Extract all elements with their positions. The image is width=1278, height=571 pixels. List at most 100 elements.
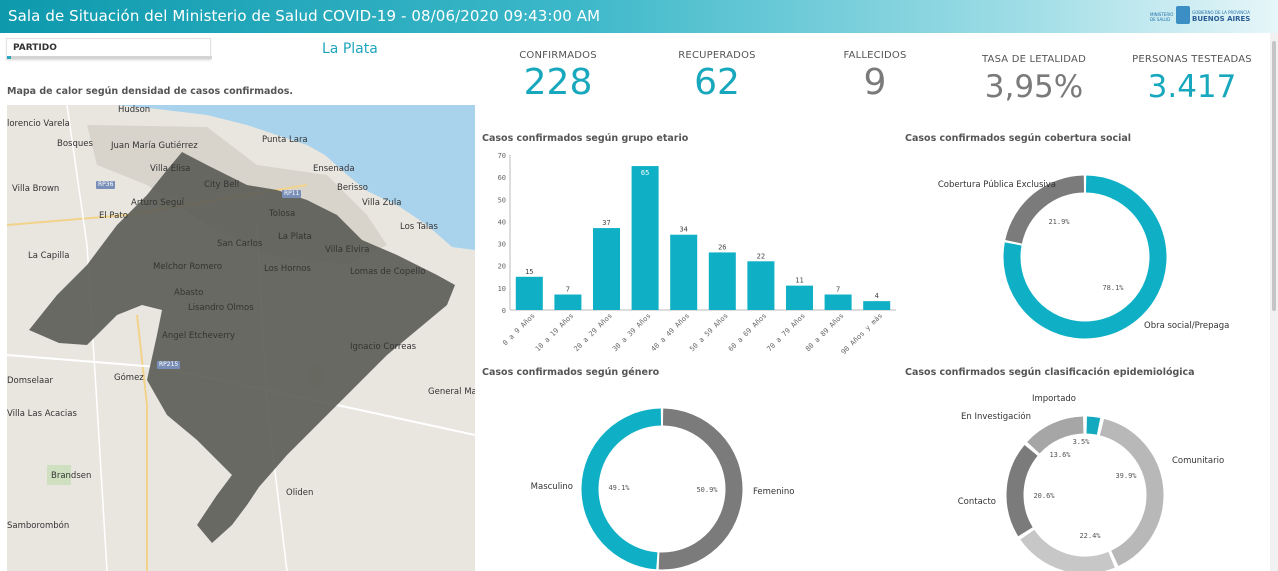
donut-segment <box>1020 529 1115 571</box>
header-bar: Sala de Situación del Ministerio de Salu… <box>0 0 1278 33</box>
coverage-chart-title: Casos confirmados según cobertura social <box>905 133 1132 144</box>
map-label-tolosa: Tolosa <box>269 209 296 219</box>
map-label-gomez: Gómez <box>114 373 144 383</box>
map-label-villa-las-acacias: Villa Las Acacias <box>7 409 77 419</box>
coverage-donut-chart: 78.1% 21.9% Cobertura Pública Exclusiva Obr… <box>938 175 1229 339</box>
bar-value-label: 37 <box>602 219 610 227</box>
bar-value-label: 15 <box>525 268 533 276</box>
segment-percent-label: 50.9% <box>696 486 718 494</box>
donut-segment <box>658 408 743 570</box>
bar <box>631 166 659 310</box>
map-label-los-talas: Los Talas <box>400 222 438 232</box>
map-label-hudson: Hudson <box>118 105 151 115</box>
partido-filter[interactable]: PARTIDO <box>6 38 212 60</box>
donut-segment <box>1003 175 1167 339</box>
segment-percent-label: 21.9% <box>1048 218 1070 226</box>
segment-name-label: Cobertura Pública Exclusiva <box>938 180 1056 190</box>
map-label-villa-elvira: Villa Elvira <box>325 245 370 255</box>
kpi-value: 62 <box>694 62 740 103</box>
map-graphic <box>7 105 475 571</box>
segment-name-label: En Investigación <box>961 411 1031 422</box>
map-label-melchor-romero: Melchor Romero <box>153 262 223 272</box>
kpi-label: CONFIRMADOS <box>519 50 597 61</box>
map-label-brandsen: Brandsen <box>51 471 92 481</box>
epi-donut-chart: 3.5% 39.9% 22.4% 20.6% 13.6% Importado Comunit… <box>958 394 1224 571</box>
bar <box>670 234 698 310</box>
x-tick-label: 20 a 29 Años <box>572 312 613 353</box>
kpi-fallecidos: FALLECIDOS 9 <box>790 50 960 103</box>
age-bar-chart: 0 10 20 30 40 50 60 70 15 0 a 9 Años 7 10 a 19 Años… <box>498 152 896 355</box>
map-label-oliden: Oliden <box>286 488 314 498</box>
partido-filter-label: PARTIDO <box>13 43 57 53</box>
scrollbar-thumb[interactable] <box>1272 41 1276 311</box>
heat-map[interactable]: Hudson lorencio Varela Bosques Juan Marí… <box>7 105 475 571</box>
kpi-label: TASA DE LETALIDAD <box>982 54 1086 65</box>
bar-value-label: 7 <box>566 286 570 294</box>
map-label-general-mansilla: General Mai <box>428 387 475 397</box>
map-label-arturo-segui: Arturo Seguí <box>131 198 185 208</box>
partido-filter-bar <box>7 56 212 59</box>
page-title: Sala de Situación del Ministerio de Salu… <box>8 7 601 25</box>
kpi-label: PERSONAS TESTEADAS <box>1132 54 1252 65</box>
route-shield-rp36: RP36 <box>96 181 116 189</box>
bar-value-label: 65 <box>641 169 649 177</box>
province-badge-icon <box>1176 6 1190 24</box>
gender-chart-title: Casos confirmados según género <box>482 367 660 378</box>
partido-filter-bar-fill <box>7 56 11 59</box>
logo-main-text: BUENOS AIRES <box>1192 15 1251 23</box>
map-label-lisandro-olmos: Lisandro Olmos <box>188 303 254 313</box>
y-tick-label: 10 <box>498 285 506 293</box>
map-label-samborombon: Samborombón <box>7 521 70 531</box>
route-shield-rp215: RP215 <box>157 361 181 369</box>
map-label-berisso: Berisso <box>337 183 368 193</box>
age-chart-title: Casos confirmados según grupo etario <box>482 133 689 144</box>
map-label-el-pato: El Pato <box>99 211 128 221</box>
kpi-label: FALLECIDOS <box>843 50 907 61</box>
x-tick-label: 50 a 59 Años <box>688 312 729 353</box>
kpi-label: RECUPERADOS <box>678 50 756 61</box>
vertical-scrollbar[interactable] <box>1270 33 1278 571</box>
map-label-punta-lara: Punta Lara <box>262 135 308 145</box>
y-tick-label: 50 <box>498 196 506 204</box>
segment-percent-label: 78.1% <box>1102 284 1124 292</box>
x-tick-label: 0 a 9 Años <box>501 312 536 347</box>
kpi-value: 228 <box>523 62 593 103</box>
map-label-abasto: Abasto <box>174 288 204 298</box>
segment-percent-label: 3.5% <box>1073 438 1091 446</box>
x-tick-label: 40 a 49 Años <box>650 312 691 353</box>
donut-segment <box>1006 444 1038 537</box>
segment-percent-label: 13.6% <box>1049 451 1071 459</box>
y-tick-label: 60 <box>498 174 506 182</box>
map-label-san-carlos: San Carlos <box>217 239 263 249</box>
map-label-la-capilla: La Capilla <box>28 251 70 261</box>
kpi-value: 3,95% <box>984 69 1084 105</box>
map-label-juan-maria-gutierrez: Juan María Gutiérrez <box>111 141 198 151</box>
map-label-bosques: Bosques <box>57 139 93 149</box>
bar <box>708 252 736 310</box>
epi-chart-title: Casos confirmados según clasificación ep… <box>905 367 1195 378</box>
route-shield-rp11: RP11 <box>282 190 302 198</box>
segment-name-label: Obra social/Prepaga <box>1144 321 1229 331</box>
logo-small-text: MINISTERIO DE SALUD <box>1150 12 1174 22</box>
bar-value-label: 34 <box>679 226 687 234</box>
donut-segment <box>1027 416 1084 454</box>
map-label-angel-etcheverry: Angel Etcheverry <box>162 331 236 341</box>
bar-value-label: 22 <box>757 252 765 260</box>
map-label-ignacio-correas: Ignacio Correas <box>350 342 417 352</box>
map-label-villa-zula: Villa Zula <box>362 198 402 208</box>
segment-name-label: Femenino <box>753 487 795 497</box>
bar-value-label: 11 <box>795 277 803 285</box>
map-label-domselaar: Domselaar <box>7 376 53 386</box>
y-tick-label: 70 <box>498 152 506 160</box>
x-tick-label: 90 Años y más <box>840 312 884 355</box>
logo-top-text: GOBIERNO DE LA PROVINCIA <box>1192 10 1250 15</box>
x-tick-label: 30 a 39 Años <box>611 312 652 353</box>
map-label-ensenada: Ensenada <box>313 164 355 174</box>
kpi-value: 3.417 <box>1147 69 1237 105</box>
segment-name-label: Contacto <box>958 497 996 507</box>
donut-segment <box>581 408 662 570</box>
kpi-personas-testeadas: PERSONAS TESTEADAS 3.417 <box>1107 54 1277 107</box>
y-tick-label: 0 <box>502 307 506 315</box>
kpi-confirmados: CONFIRMADOS 228 <box>473 50 643 103</box>
